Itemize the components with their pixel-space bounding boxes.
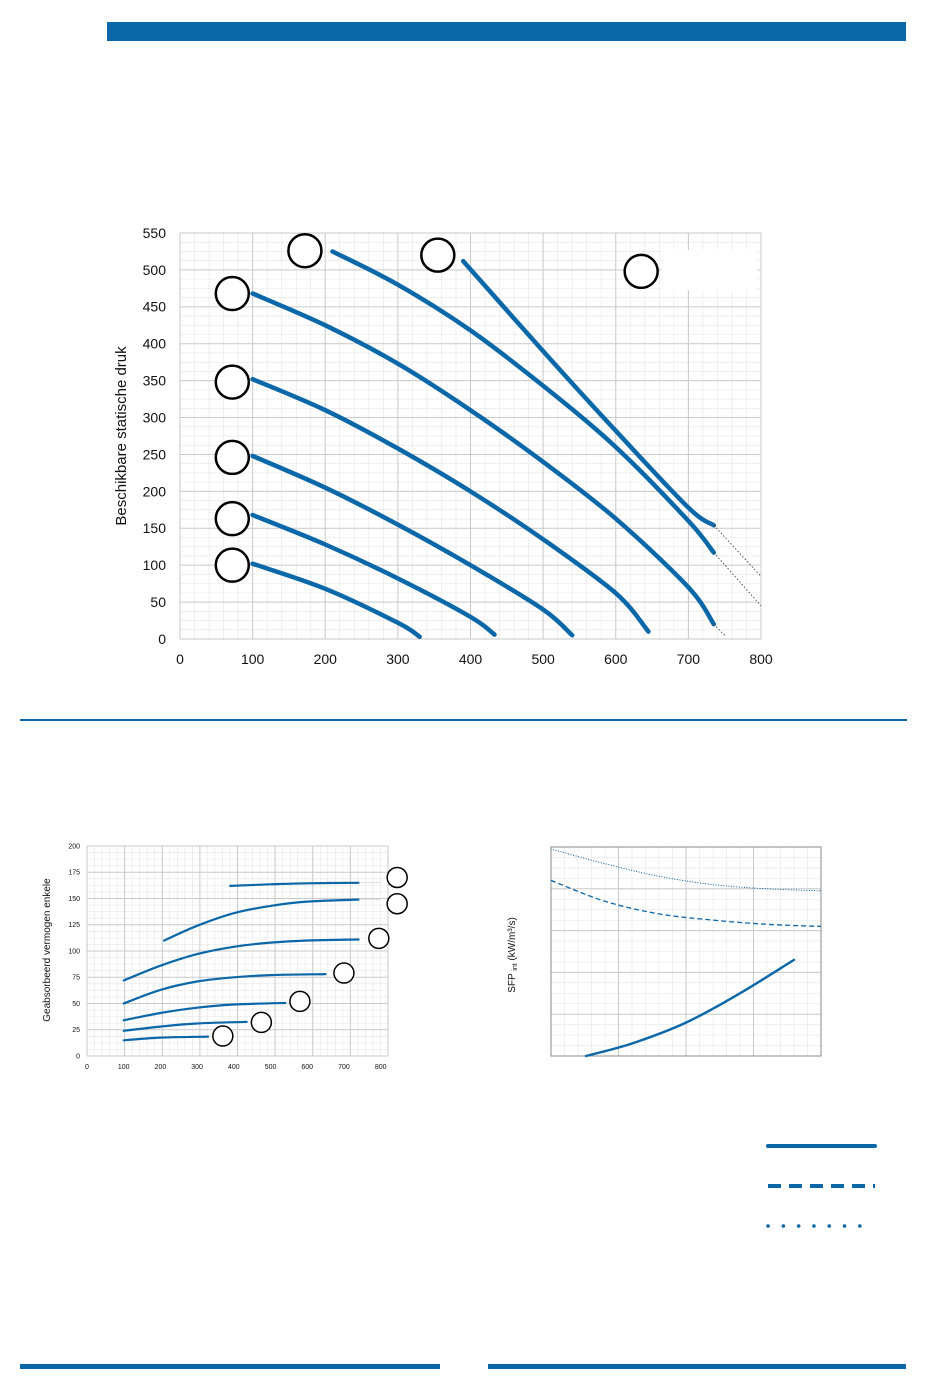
chart2-series-line bbox=[122, 1020, 248, 1032]
chart1-curve-marker bbox=[214, 547, 251, 583]
chart1-y-tick-label: 450 bbox=[143, 299, 167, 315]
chart2-y-tick-label: 100 bbox=[68, 948, 80, 955]
chart2-x-tick-label: 500 bbox=[265, 1064, 277, 1071]
chart2-series-line bbox=[163, 898, 360, 942]
chart2-grid bbox=[86, 845, 389, 1057]
chart1-extrapolation-line bbox=[713, 623, 726, 636]
chart1-x-tick-label: 100 bbox=[241, 651, 265, 667]
sfp-chart: SFP int (kW/m³/s) bbox=[507, 846, 822, 1058]
chart1-y-tick-label: 350 bbox=[143, 373, 167, 389]
chart3-frame bbox=[550, 846, 822, 1057]
chart1-curve-marker bbox=[214, 500, 251, 537]
chart2-y-axis-label: Geabsorbeerd vermogen enkele bbox=[42, 878, 53, 1022]
chart2-y-tick-label: 25 bbox=[72, 1027, 80, 1034]
chart3-series-solid bbox=[584, 958, 796, 1058]
chart1-y-tick-label: 50 bbox=[150, 594, 166, 610]
chart1-curve-marker bbox=[420, 237, 456, 273]
chart1-x-tick-label: 800 bbox=[749, 651, 773, 667]
chart1-series-line bbox=[250, 561, 422, 640]
absorbed-power-chart: 0 100 200 300 400 500 600 700 800 0 25 50 75 100 125 15… bbox=[42, 843, 408, 1071]
chart1-y-tick-label: 550 bbox=[143, 225, 167, 241]
chart1-x-tick-label: 200 bbox=[314, 651, 338, 667]
chart2-y-tick-label: 75 bbox=[72, 975, 80, 982]
chart2-y-tick-label: 0 bbox=[76, 1053, 80, 1060]
chart1-y-tick-label: 100 bbox=[143, 557, 167, 573]
chart2-y-tick-label: 200 bbox=[68, 843, 80, 850]
chart1-y-tick-label: 200 bbox=[143, 483, 167, 499]
chart2-x-tick-label: 600 bbox=[301, 1064, 313, 1071]
chart2-x-tick-label: 700 bbox=[338, 1064, 350, 1071]
section-divider bbox=[20, 719, 907, 721]
chart1-x-tick-label: 300 bbox=[386, 651, 410, 667]
chart2-y-tick-label: 50 bbox=[72, 1001, 80, 1008]
chart2-series-line bbox=[122, 1001, 287, 1022]
chart1-x-tick-label: 500 bbox=[531, 651, 555, 667]
chart1-y-tick-label: 400 bbox=[143, 336, 167, 352]
chart1-series-line bbox=[250, 512, 497, 637]
sfp-legend bbox=[766, 1144, 877, 1228]
chart2-series-line bbox=[122, 973, 327, 1005]
chart1-y-axis-label: Beschikbare statische druk bbox=[113, 346, 130, 526]
chart1-curve-marker bbox=[623, 253, 659, 290]
chart2-x-tick-label: 0 bbox=[85, 1064, 89, 1071]
chart1-x-tick-label: 600 bbox=[604, 651, 628, 667]
chart1-grid bbox=[179, 232, 762, 640]
pressure-curve-chart: 0 100 200 300 400 500 600 700 800 0 50 100 150 200 250… bbox=[113, 225, 773, 667]
chart1-curve-marker bbox=[214, 275, 251, 312]
chart3-y-axis-label: SFP int (kW/m³/s) bbox=[507, 917, 519, 993]
chart3-series-dashed bbox=[550, 879, 822, 928]
chart2-x-tick-label: 200 bbox=[155, 1064, 167, 1071]
chart2-curve-marker bbox=[368, 927, 390, 950]
chart2-x-tick-label: 800 bbox=[375, 1064, 387, 1071]
chart1-series-line bbox=[460, 258, 717, 528]
chart2-curve-marker bbox=[289, 990, 311, 1013]
header-bar bbox=[107, 22, 906, 41]
chart1-y-tick-label: 300 bbox=[143, 409, 167, 425]
chart2-y-tick-label: 125 bbox=[68, 922, 80, 929]
chart2-series-line bbox=[122, 938, 360, 982]
chart2-y-tick-label: 175 bbox=[68, 870, 80, 877]
chart2-x-tick-label: 400 bbox=[228, 1064, 240, 1071]
chart1-y-tick-label: 500 bbox=[143, 262, 167, 278]
footer-bar-right bbox=[488, 1364, 906, 1369]
chart1-y-tick-label: 0 bbox=[158, 631, 166, 647]
chart2-curve-marker bbox=[333, 962, 355, 984]
chart1-series-line bbox=[250, 453, 575, 638]
chart2-curve-marker bbox=[212, 1025, 234, 1047]
chart1-series-line bbox=[330, 249, 717, 555]
chart2-curve-marker bbox=[386, 866, 408, 889]
chart1-y-tick-label: 150 bbox=[143, 520, 167, 536]
chart3-grid bbox=[550, 846, 822, 1057]
chart2-x-tick-label: 300 bbox=[191, 1064, 203, 1071]
chart1-x-tick-label: 0 bbox=[176, 651, 184, 667]
chart2-curve-marker bbox=[250, 1011, 273, 1034]
chart1-curve-marker bbox=[214, 364, 251, 400]
chart1-series-line bbox=[250, 291, 717, 627]
chart2-y-tick-label: 150 bbox=[68, 896, 80, 903]
chart2-curve-marker bbox=[386, 893, 408, 915]
chart2-x-tick-label: 100 bbox=[118, 1064, 130, 1071]
chart2-series-line bbox=[229, 881, 360, 887]
chart1-legend-blank bbox=[662, 250, 757, 290]
chart1-extrapolation-line bbox=[713, 524, 762, 577]
chart1-series-line bbox=[250, 376, 651, 634]
footer-bar-left bbox=[20, 1364, 440, 1369]
chart1-x-tick-label: 700 bbox=[677, 651, 701, 667]
chart1-x-tick-label: 400 bbox=[459, 651, 483, 667]
chart1-extrapolation-line bbox=[713, 552, 762, 607]
chart2-series-line bbox=[122, 1035, 210, 1042]
chart1-curve-marker bbox=[287, 232, 323, 269]
chart1-curve-marker bbox=[214, 439, 251, 476]
chart1-y-tick-label: 250 bbox=[143, 446, 167, 462]
